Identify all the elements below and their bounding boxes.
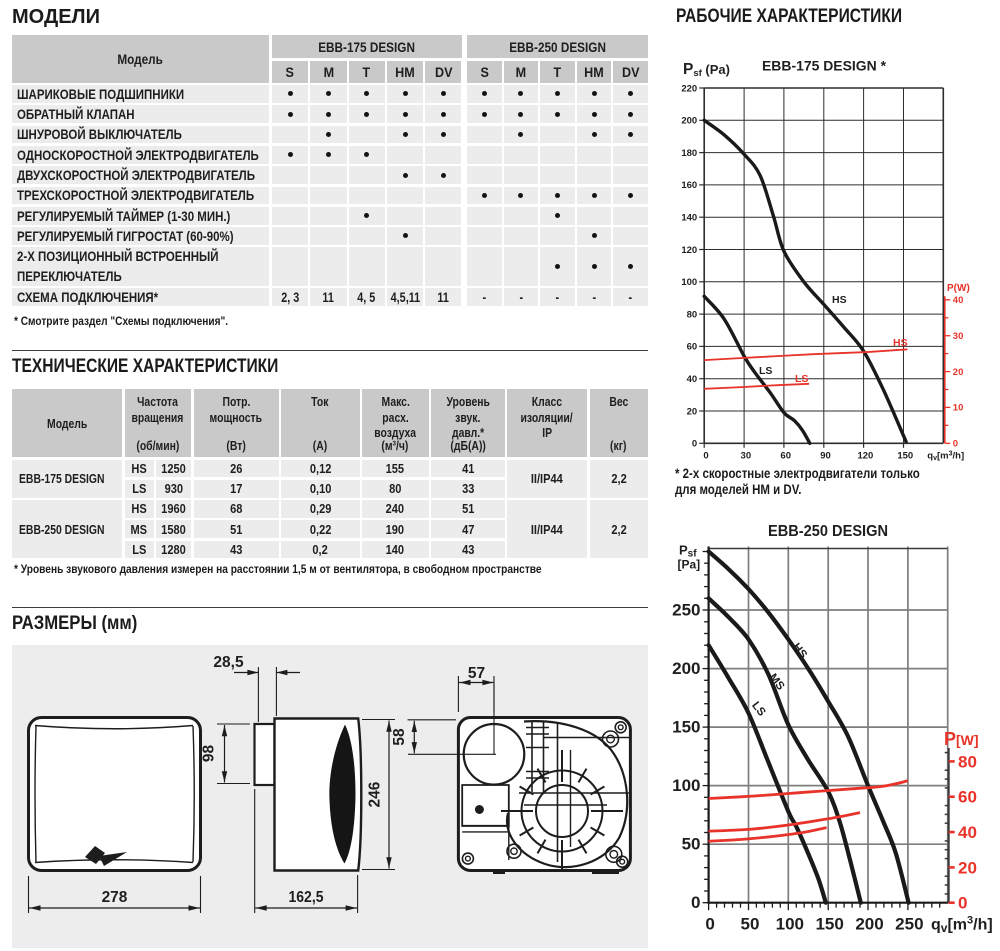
svg-text:[Pa]: [Pa]	[678, 558, 701, 572]
svg-text:40: 40	[958, 823, 977, 842]
svg-text:HS: HS	[893, 337, 908, 349]
svg-text:58: 58	[391, 728, 408, 746]
svg-text:0: 0	[953, 439, 958, 450]
svg-text:162,5: 162,5	[289, 889, 324, 906]
svg-text:160: 160	[681, 180, 697, 191]
svg-text:80: 80	[958, 752, 977, 771]
svg-text:120: 120	[857, 450, 873, 461]
svg-text:150: 150	[672, 718, 700, 737]
svg-text:0: 0	[705, 915, 714, 934]
svg-text:40: 40	[953, 295, 964, 306]
svg-text:40: 40	[687, 374, 698, 385]
svg-text:0: 0	[692, 439, 697, 450]
svg-text:50: 50	[740, 915, 759, 934]
svg-text:60: 60	[780, 450, 791, 461]
svg-text:200: 200	[855, 915, 883, 934]
svg-text:50: 50	[682, 835, 701, 854]
svg-text:60: 60	[687, 342, 698, 353]
svg-text:100: 100	[776, 915, 804, 934]
svg-text:220: 220	[681, 83, 697, 94]
svg-text:278: 278	[102, 889, 128, 906]
svg-text:LS: LS	[795, 373, 808, 385]
svg-text:EBB-250 DESIGN: EBB-250 DESIGN	[768, 523, 888, 540]
svg-text:60: 60	[958, 788, 977, 807]
svg-text:0: 0	[691, 893, 700, 912]
svg-text:100: 100	[672, 776, 700, 795]
svg-text:140: 140	[681, 213, 697, 224]
svg-text:EBB-175 DESIGN *: EBB-175 DESIGN *	[762, 58, 887, 74]
svg-text:28,5: 28,5	[213, 654, 244, 671]
svg-text:P[W]: P[W]	[944, 729, 979, 749]
svg-text:Psf (Pa): Psf (Pa)	[683, 61, 730, 79]
svg-text:100: 100	[681, 277, 697, 288]
svg-text:qv[m3/h]: qv[m3/h]	[927, 450, 964, 462]
svg-text:HS: HS	[832, 294, 847, 306]
svg-text:90: 90	[820, 450, 831, 461]
svg-text:qv[m3/h]: qv[m3/h]	[931, 915, 993, 936]
svg-text:250: 250	[672, 601, 700, 620]
svg-text:98: 98	[201, 745, 218, 763]
svg-text:20: 20	[953, 367, 964, 378]
svg-text:20: 20	[958, 858, 977, 877]
svg-text:80: 80	[687, 309, 698, 320]
svg-text:0: 0	[703, 450, 708, 461]
svg-text:150: 150	[815, 915, 843, 934]
svg-text:30: 30	[741, 450, 752, 461]
svg-text:200: 200	[681, 116, 697, 127]
svg-text:LS: LS	[759, 365, 772, 377]
svg-text:0: 0	[958, 894, 967, 913]
svg-text:150: 150	[897, 450, 913, 461]
svg-text:20: 20	[687, 406, 698, 417]
svg-text:180: 180	[681, 148, 697, 159]
svg-text:10: 10	[953, 403, 964, 414]
svg-text:P(W): P(W)	[947, 283, 970, 294]
svg-text:120: 120	[681, 245, 697, 256]
svg-text:246: 246	[367, 781, 384, 807]
svg-text:57: 57	[468, 665, 485, 682]
svg-text:30: 30	[953, 331, 964, 342]
svg-text:200: 200	[672, 659, 700, 678]
svg-text:250: 250	[895, 915, 923, 934]
